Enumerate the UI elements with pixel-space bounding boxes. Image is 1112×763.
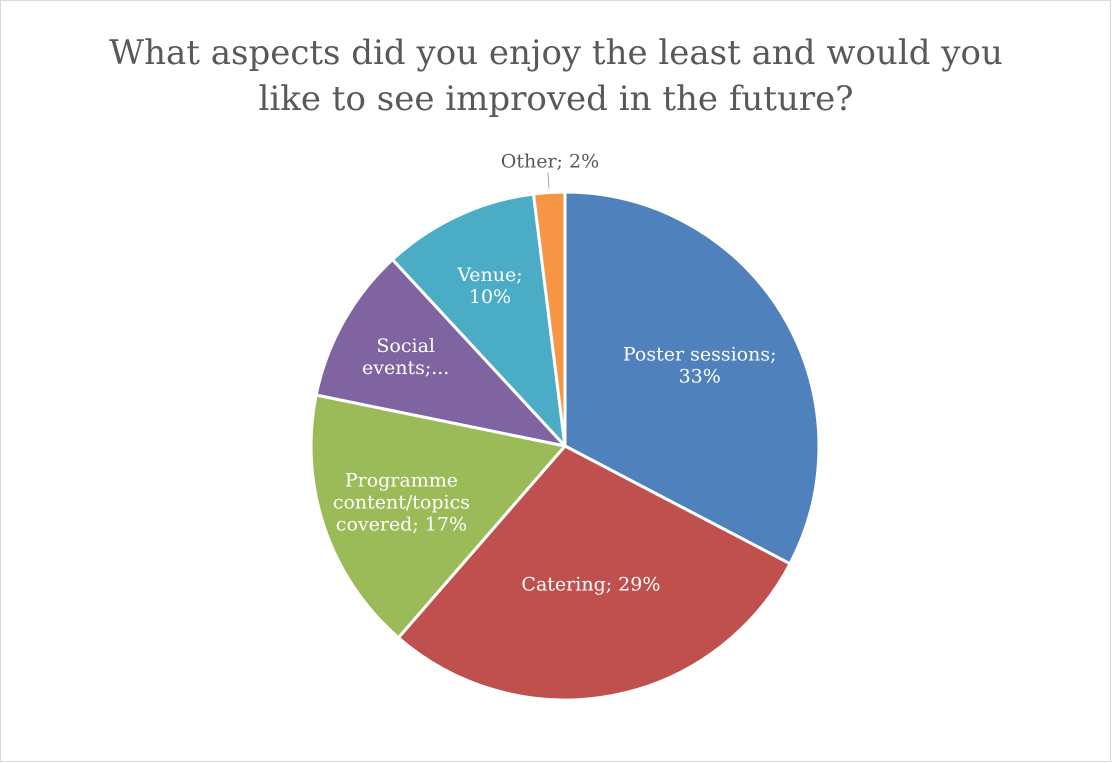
pie-label-poster-sessions: Poster sessions; 33% — [623, 343, 777, 387]
pie-slice-venue — [391, 192, 567, 448]
pie-label-venue: Venue; 10% — [456, 264, 522, 308]
pie-label-social-events: Social events;... — [362, 335, 449, 379]
pie-label-catering: Catering; 29% — [521, 573, 660, 595]
pie-slice-catering — [396, 444, 792, 702]
pie-labels: Poster sessions; 33% Catering; 29% Programm… — [333, 151, 777, 596]
pie-slice-other — [531, 190, 567, 448]
pie-label-programme-content-topics-covered: Programme content/topics covered; 17% — [333, 469, 470, 535]
pie-slices — [309, 190, 821, 702]
chart-title: What aspects did you enjoy the least and… — [0, 30, 1112, 122]
pie-slice-poster-sessions — [563, 190, 821, 566]
pie-leader-line — [547, 172, 550, 189]
pie-slice-social-events — [314, 258, 567, 448]
chart-title-line-2: like to see improved in the future? — [258, 79, 854, 119]
pie-slice-programme-content-topics-covered — [309, 393, 567, 640]
pie-label-other: Other; 2% — [501, 151, 599, 173]
chart-title-line-1: What aspects did you enjoy the least and… — [109, 33, 1003, 73]
